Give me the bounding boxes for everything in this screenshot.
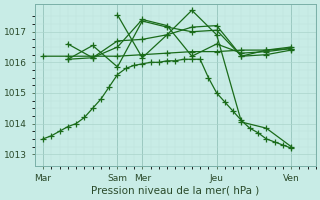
X-axis label: Pression niveau de la mer( hPa ): Pression niveau de la mer( hPa ) [91,186,260,196]
